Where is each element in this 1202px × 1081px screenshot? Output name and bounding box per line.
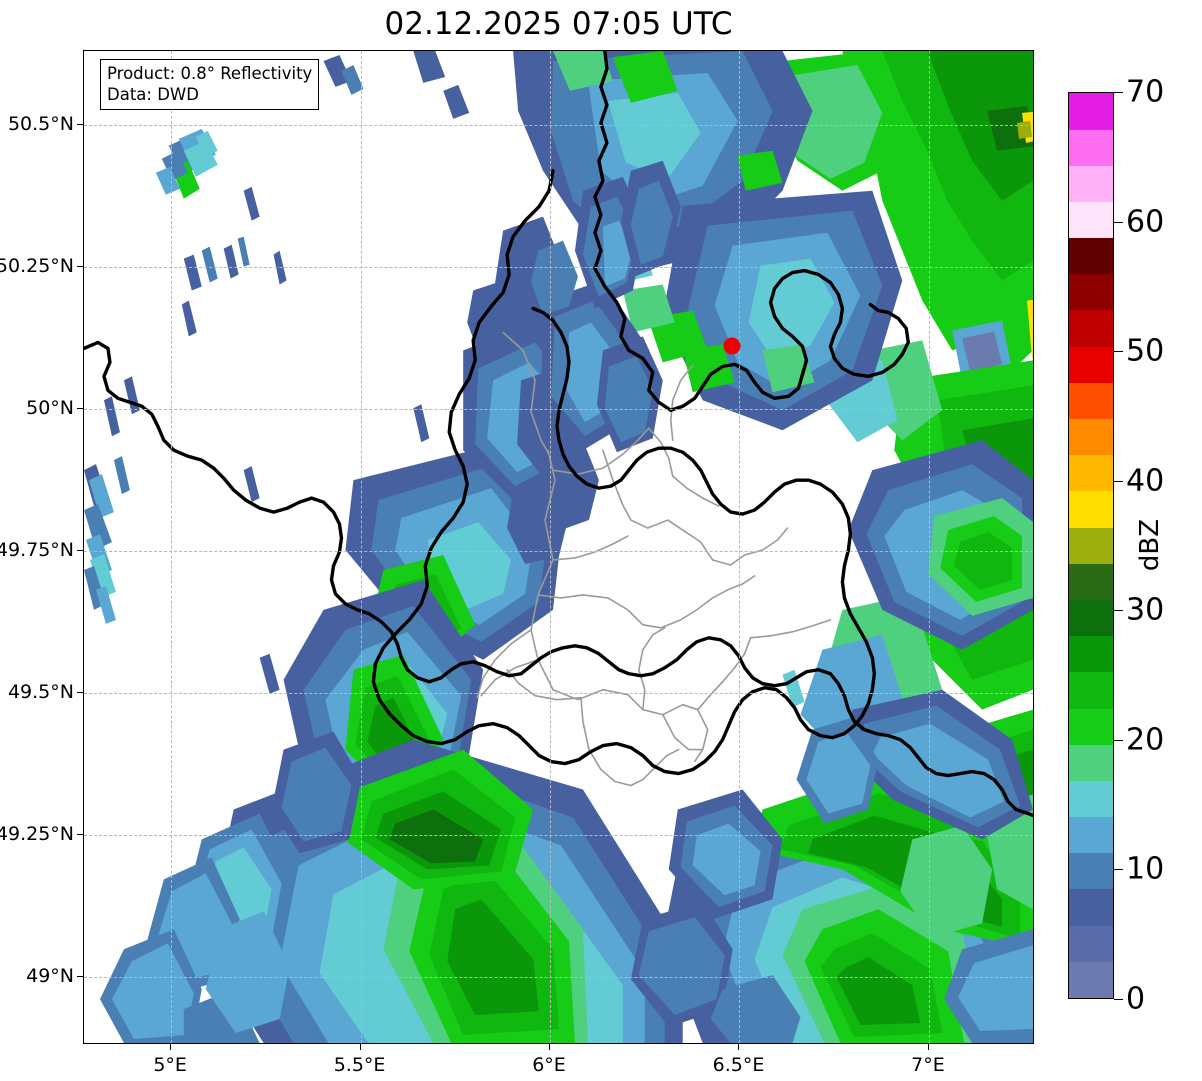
colorbar-band: [1069, 201, 1113, 239]
colorbar-tick-label: 20: [1126, 722, 1165, 758]
colorbar-tick-mark: [1114, 610, 1123, 612]
gridline-horizontal: [84, 834, 1033, 836]
gridline-vertical: [550, 51, 552, 1043]
colorbar-band: [1069, 129, 1113, 166]
y-tick-mark: [77, 691, 83, 693]
colorbar-band: [1069, 491, 1113, 528]
radar-reflectivity-layer: [84, 51, 1033, 1043]
x-tick-mark: [549, 1044, 551, 1050]
colorbar-band: [1069, 853, 1113, 890]
colorbar-tick-label: 30: [1126, 592, 1165, 628]
colorbar-tick-mark: [1114, 351, 1123, 353]
colorbar-band: [1069, 419, 1113, 456]
gridline-vertical: [171, 51, 173, 1043]
colorbar-tick-mark: [1114, 480, 1123, 482]
gridline-vertical: [360, 51, 362, 1043]
colorbar-tick-mark: [1114, 221, 1123, 223]
colorbar-band: [1069, 238, 1113, 275]
colorbar-band: [1069, 455, 1113, 492]
y-tick-label: 49°N: [26, 964, 74, 987]
colorbar-tick-label: 70: [1126, 74, 1165, 110]
colorbar-band: [1069, 636, 1113, 673]
colorbar-tick-label: 10: [1126, 851, 1165, 887]
gridline-vertical: [739, 51, 741, 1043]
colorbar-band: [1069, 672, 1113, 709]
y-tick-mark: [77, 975, 83, 977]
page-title: 02.12.2025 07:05 UTC: [384, 6, 733, 42]
colorbar-band: [1069, 165, 1113, 202]
map-canvas: Product: 0.8° Reflectivity Data: DWD: [84, 51, 1033, 1043]
y-tick-label: 50.5°N: [7, 112, 74, 135]
colorbar-tick-mark: [1114, 739, 1123, 741]
colorbar-band: [1069, 563, 1113, 600]
colorbar-tick-mark: [1114, 869, 1123, 871]
colorbar-band: [1069, 817, 1113, 854]
y-tick-mark: [77, 407, 83, 409]
colorbar-band: [1069, 346, 1113, 383]
x-tick-mark: [170, 1044, 172, 1050]
radar-station-marker[interactable]: [723, 337, 741, 355]
y-tick-label: 49.75°N: [0, 538, 74, 561]
x-tick-mark: [927, 1044, 929, 1050]
colorbar-band: [1069, 274, 1113, 311]
colorbar-tick-mark: [1114, 92, 1123, 93]
map-plot-area[interactable]: Product: 0.8° Reflectivity Data: DWD: [83, 50, 1034, 1044]
x-tick-label: 6.5°E: [712, 1054, 765, 1076]
y-tick-label: 49.5°N: [7, 680, 74, 703]
colorbar-band: [1069, 382, 1113, 419]
gridline-horizontal: [84, 408, 1033, 410]
colorbar-band: [1069, 744, 1113, 781]
x-tick-mark: [738, 1044, 740, 1050]
y-tick-mark: [77, 123, 83, 125]
gridline-horizontal: [84, 976, 1033, 978]
colorbar-tick-label: 0: [1126, 981, 1146, 1017]
annotation-box: Product: 0.8° Reflectivity Data: DWD: [100, 59, 320, 111]
colorbar-band: [1069, 780, 1113, 818]
annotation-product: Product: 0.8° Reflectivity: [107, 64, 313, 83]
colorbar-band: [1069, 889, 1113, 926]
annotation-source: Data: DWD: [107, 85, 199, 105]
y-tick-mark: [77, 265, 83, 267]
colorbar-tick-label: 50: [1126, 333, 1165, 369]
colorbar-axis-label: dBZ: [1135, 518, 1165, 572]
colorbar-band: [1069, 599, 1113, 637]
colorbar[interactable]: [1068, 92, 1114, 999]
colorbar-tick-label: 40: [1126, 463, 1165, 499]
colorbar-band: [1069, 310, 1113, 347]
gridline-horizontal: [84, 124, 1033, 126]
y-tick-label: 50.25°N: [0, 254, 74, 277]
colorbar-tick-label: 60: [1126, 204, 1165, 240]
x-tick-label: 5.5°E: [333, 1054, 386, 1076]
colorbar-tick-mark: [1114, 999, 1123, 1000]
colorbar-band: [1069, 93, 1113, 130]
y-tick-label: 49.25°N: [0, 822, 74, 845]
x-tick-label: 5°E: [153, 1054, 187, 1076]
colorbar-band: [1069, 925, 1113, 962]
x-tick-label: 6°E: [532, 1054, 566, 1076]
colorbar-band: [1069, 961, 1113, 998]
gridline-horizontal: [84, 550, 1033, 552]
y-tick-label: 50°N: [26, 396, 74, 419]
gridline-vertical: [928, 51, 930, 1043]
x-tick-mark: [359, 1044, 361, 1050]
colorbar-band: [1069, 527, 1113, 564]
colorbar-band: [1069, 708, 1113, 745]
gridline-horizontal: [84, 692, 1033, 694]
x-tick-label: 7°E: [911, 1054, 945, 1076]
y-tick-mark: [77, 833, 83, 835]
gridline-horizontal: [84, 266, 1033, 268]
y-tick-mark: [77, 549, 83, 551]
